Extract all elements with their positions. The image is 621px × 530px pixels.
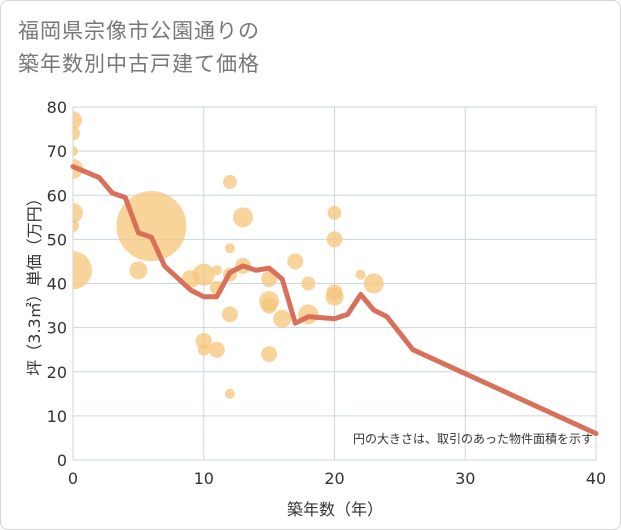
y-tick-label: 40	[47, 275, 67, 294]
bubble-point	[355, 269, 366, 280]
y-axis-label: 坪（3.3㎡）単価（万円）	[25, 190, 44, 375]
bubble-point	[195, 332, 212, 349]
x-tick-label: 20	[324, 469, 344, 488]
bubble-point	[73, 111, 82, 130]
bubble-point	[197, 343, 210, 356]
bubble-point	[224, 388, 235, 399]
bubble-point	[73, 126, 80, 141]
bubble-point	[327, 205, 342, 220]
trend-line-layer	[70, 164, 599, 436]
y-tick-label: 20	[47, 363, 67, 382]
bubble-point	[211, 265, 222, 276]
x-tick-label: 30	[455, 469, 475, 488]
bubble-point	[192, 263, 215, 286]
y-tick-label: 80	[47, 98, 67, 117]
bubble-point	[116, 191, 187, 262]
y-tick-label: 0	[57, 451, 67, 470]
bubble-point	[222, 175, 237, 190]
y-tick-label: 60	[47, 186, 67, 205]
average-price-line	[70, 164, 599, 436]
chart-title: 福岡県宗像市公園通りの 築年数別中古戸建て価格	[18, 15, 260, 81]
bubble-point	[273, 309, 292, 328]
x-tick-label: 40	[586, 469, 606, 488]
chart-title-line1: 福岡県宗像市公園通りの	[18, 19, 260, 43]
bubble-point	[326, 231, 343, 248]
bubble-point	[73, 202, 83, 223]
bubble-point	[261, 271, 278, 288]
tick-labels: 0 10 20 30 40 0 10 20 30 40 50 60 70 80	[47, 98, 607, 488]
bubble-point	[221, 306, 238, 323]
bubble-point	[363, 273, 384, 294]
x-tick-label: 10	[194, 469, 214, 488]
bubble-point	[73, 220, 79, 233]
bubble-point	[261, 346, 278, 363]
grid-lines	[72, 106, 597, 461]
chart-title-line2: 築年数別中古戸建て価格	[18, 52, 260, 76]
bubble-point	[73, 146, 78, 157]
bubble-point	[129, 261, 148, 280]
x-tick-label: 0	[68, 469, 78, 488]
bubble-point	[232, 207, 253, 228]
bubble-point	[287, 253, 304, 270]
bubble-point	[73, 251, 92, 290]
bubble-point	[261, 297, 278, 314]
y-tick-label: 10	[47, 407, 67, 426]
size-note: 円の大きさは、取引のあった物件面積を示す	[353, 431, 593, 446]
bubble-point	[224, 243, 235, 254]
y-tick-label: 70	[47, 142, 67, 161]
bubble-point	[301, 276, 316, 291]
y-tick-label: 50	[47, 230, 67, 249]
x-axis-label: 築年数（年）	[287, 500, 383, 519]
y-tick-label: 30	[47, 319, 67, 338]
bubble-point	[208, 341, 225, 358]
bubble-point	[325, 287, 344, 306]
